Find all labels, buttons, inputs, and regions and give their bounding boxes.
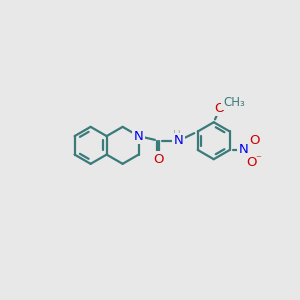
- Text: O: O: [249, 134, 260, 147]
- Text: N: N: [239, 143, 248, 157]
- Text: N: N: [174, 134, 184, 147]
- Text: H: H: [173, 130, 181, 140]
- Text: O: O: [153, 153, 164, 166]
- Text: N: N: [134, 130, 143, 142]
- Text: CH₃: CH₃: [223, 96, 244, 109]
- Text: +: +: [248, 136, 256, 146]
- Text: O: O: [215, 102, 225, 115]
- Text: ⁻: ⁻: [255, 154, 261, 165]
- Text: O: O: [246, 156, 256, 169]
